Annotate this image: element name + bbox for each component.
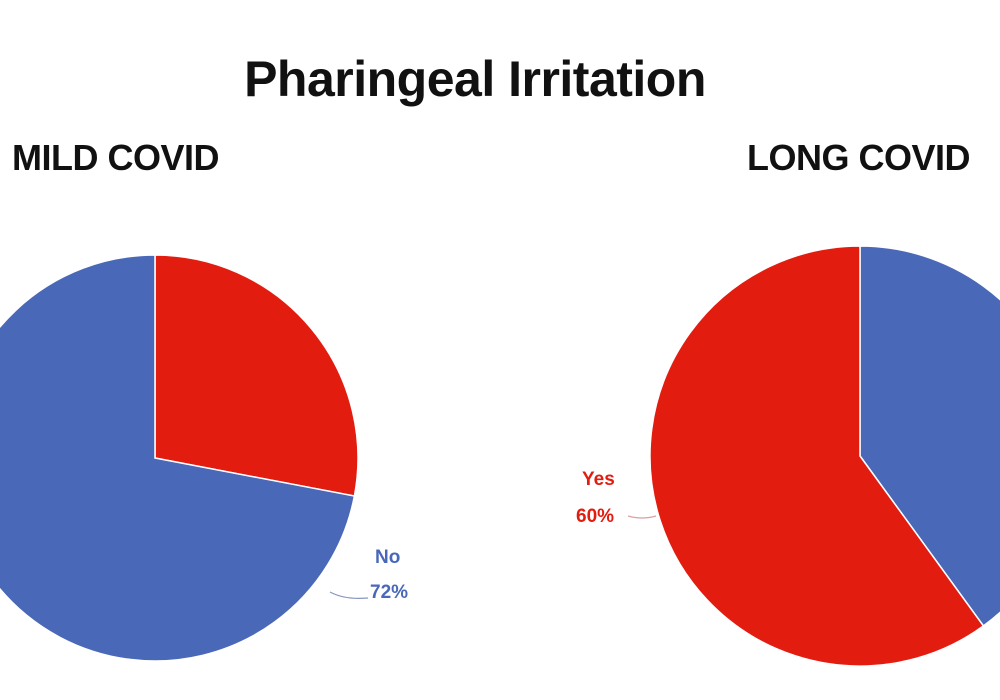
mild-slice-yes [154, 254, 359, 497]
long-covid-pie [649, 245, 1000, 667]
long-slice-no [859, 245, 1000, 627]
long-yes-leader [627, 515, 657, 519]
long-covid-title: LONG COVID [747, 137, 971, 178]
mild-covid-pie [0, 254, 359, 662]
mild-no-percent: 72% [370, 582, 408, 603]
mild-covid-title: MILD COVID [12, 137, 220, 178]
long-yes-label: Yes [582, 469, 615, 490]
mild-no-leader [329, 591, 369, 599]
mild-slice-no [0, 254, 356, 662]
long-yes-percent: 60% [576, 506, 614, 527]
long-slice-yes [649, 245, 985, 667]
mild-no-label: No [375, 547, 400, 568]
figure-title: Pharingeal Irritation [244, 51, 706, 107]
